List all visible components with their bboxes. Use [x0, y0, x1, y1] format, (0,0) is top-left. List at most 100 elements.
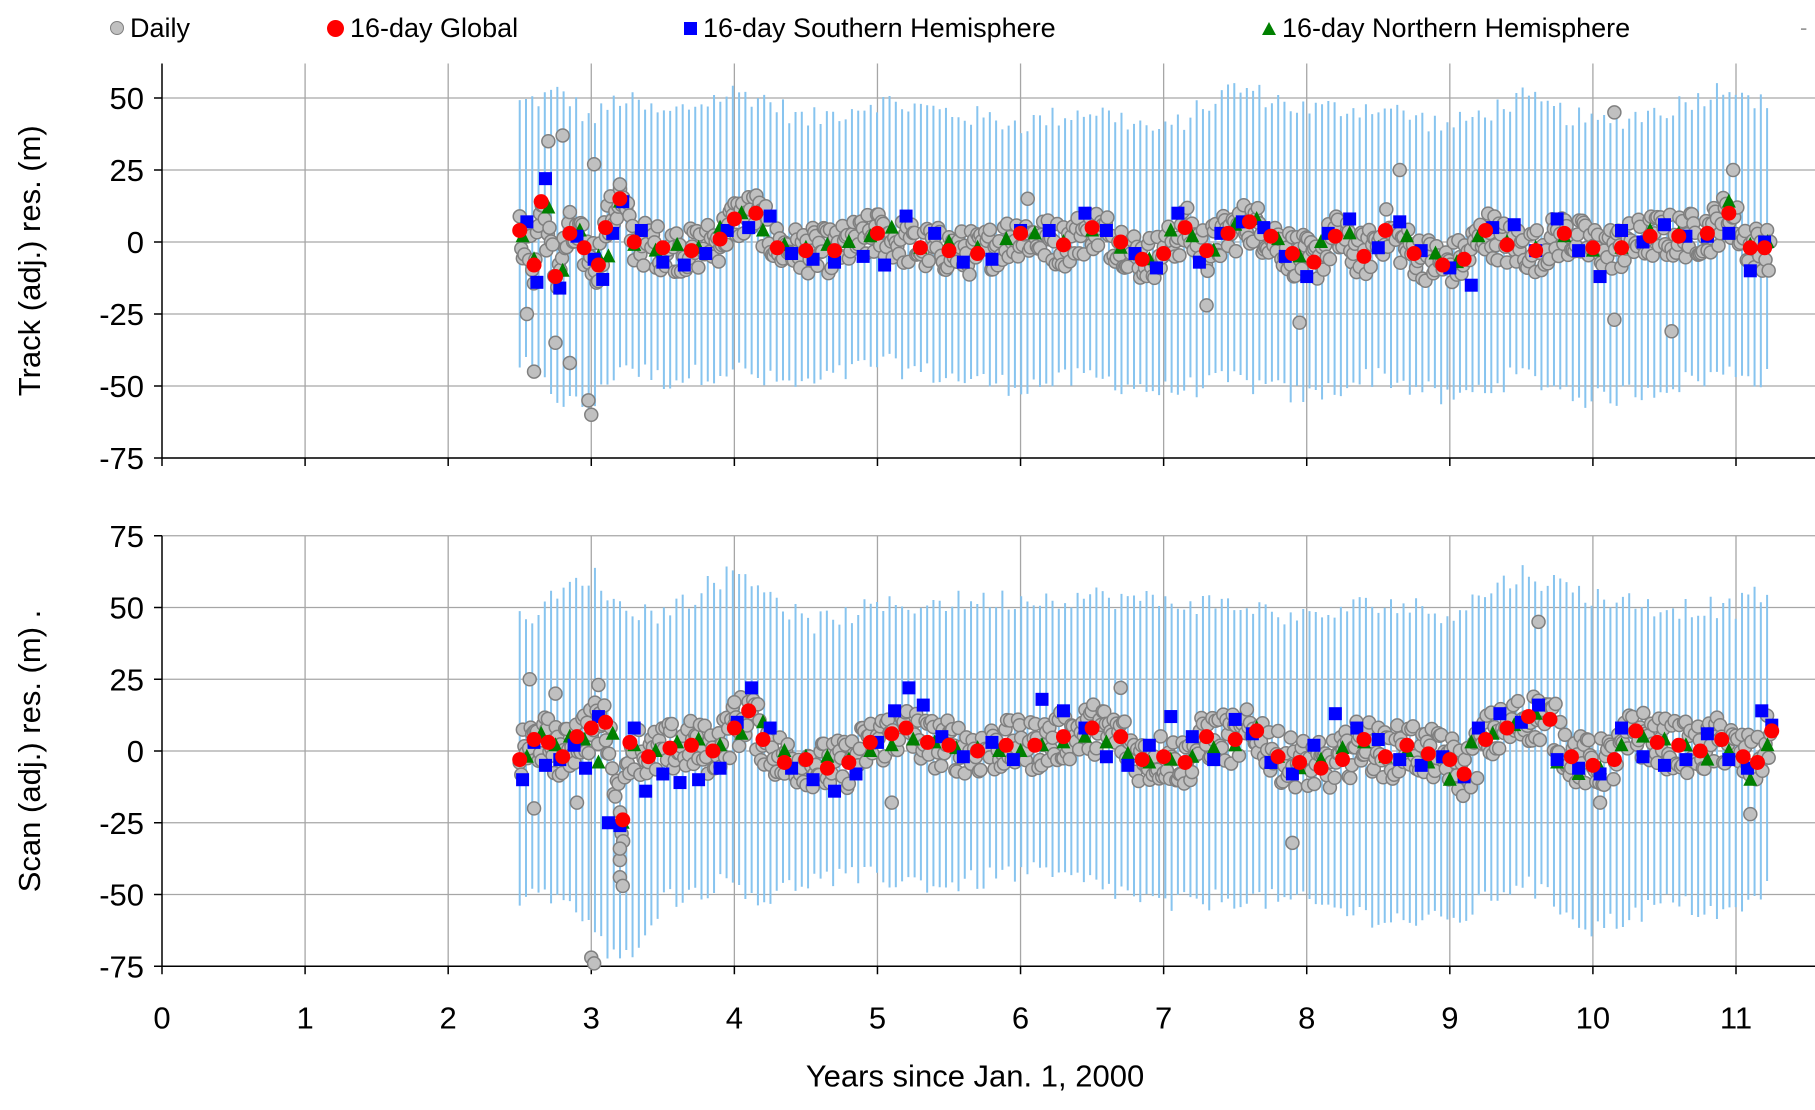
- global-point: [598, 714, 614, 730]
- global-point: [1084, 220, 1100, 236]
- southern-point: [1056, 704, 1070, 718]
- daily-point-outlier: [1531, 614, 1546, 630]
- global-point: [741, 703, 757, 719]
- daily-point: [1250, 200, 1266, 216]
- global-point: [884, 726, 900, 742]
- daily-point-outlier: [1392, 162, 1407, 178]
- y-tick-label: 50: [110, 591, 144, 626]
- legend-item-daily: Daily: [110, 8, 190, 48]
- global-point: [1614, 240, 1630, 256]
- global-point: [533, 194, 549, 210]
- northern-point: [1099, 734, 1114, 749]
- southern-point: [1550, 753, 1564, 767]
- northern-point: [999, 231, 1014, 246]
- southern-point: [828, 255, 842, 269]
- daily-point-outlier: [1743, 806, 1758, 822]
- southern-point: [1755, 704, 1769, 718]
- southern-point: [677, 258, 691, 272]
- global-point: [622, 734, 638, 750]
- y-tick-label: 25: [110, 662, 144, 697]
- daily-point: [562, 204, 578, 220]
- global-point: [726, 211, 742, 227]
- panel-scan: 75 50 25 0 -25 -50 -75 Scan (adj.) res. (m) .: [12, 519, 1815, 984]
- global-point: [1563, 749, 1579, 765]
- daily-point-outlier: [555, 128, 570, 143]
- x-tick-label: 2: [440, 1000, 457, 1035]
- x-tick-label: 7: [1155, 1000, 1172, 1035]
- daily-point-outlier: [612, 841, 628, 856]
- global-point: [1156, 246, 1172, 262]
- blue-square-icon: [684, 21, 697, 35]
- southern-point: [1006, 753, 1020, 767]
- daily-point: [1469, 770, 1485, 786]
- daily-point-outlier: [727, 694, 742, 710]
- global-point: [1542, 711, 1558, 727]
- northern-point: [605, 725, 620, 740]
- y-tick-label: -50: [99, 878, 144, 913]
- southern-point: [888, 704, 902, 718]
- legend-label-global: 16-day Global: [350, 12, 519, 43]
- northern-point: [906, 731, 921, 746]
- global-point: [798, 243, 814, 259]
- daily-point: [722, 750, 737, 766]
- global-point: [1435, 257, 1451, 273]
- global-point: [540, 734, 556, 750]
- global-point: [1055, 237, 1071, 253]
- northern-point: [1120, 745, 1135, 760]
- southern-point: [1307, 738, 1321, 752]
- daily-point-outlier: [884, 795, 900, 810]
- daily-point-outlier: [612, 177, 628, 192]
- daily-point-outlier: [562, 355, 578, 371]
- southern-point: [878, 258, 892, 272]
- legend-label-northern: 16-day Northern Hemisphere: [1282, 12, 1631, 43]
- southern-point: [1414, 758, 1428, 772]
- daily-point: [1679, 765, 1695, 781]
- global-point: [1742, 240, 1758, 256]
- global-point: [1456, 766, 1472, 782]
- southern-point: [916, 698, 930, 712]
- daily-point-outlier: [1285, 835, 1300, 851]
- daily-point-outlier: [548, 686, 563, 701]
- southern-point: [1722, 753, 1736, 767]
- daily-point: [1529, 223, 1544, 238]
- x-tick-label: 5: [869, 1000, 886, 1035]
- global-point: [1335, 752, 1350, 768]
- southern-point: [627, 721, 641, 735]
- southern-point: [742, 221, 756, 235]
- northern-point: [1614, 737, 1629, 752]
- global-point: [1156, 749, 1172, 765]
- global-point: [1420, 746, 1436, 762]
- southern-point: [713, 761, 727, 775]
- global-point: [1528, 243, 1544, 259]
- daily-point: [1100, 210, 1115, 225]
- global-point: [1356, 732, 1372, 748]
- global-point: [683, 243, 699, 259]
- y-axis-label: Scan (adj.) res. (m) .: [12, 610, 47, 893]
- southern-point: [1679, 753, 1693, 767]
- global-point: [1478, 222, 1494, 238]
- global-point: [655, 240, 671, 256]
- global-point: [615, 812, 631, 828]
- global-point: [1585, 240, 1601, 256]
- global-point: [683, 737, 699, 753]
- legend-label-daily: Daily: [130, 12, 191, 43]
- daily-point: [1457, 752, 1472, 767]
- legend-item-global: 16-day Global: [327, 8, 518, 48]
- global-point: [726, 720, 742, 736]
- global-point: [1585, 757, 1601, 773]
- global-point: [555, 749, 571, 765]
- northern-point: [1442, 771, 1457, 786]
- global-point: [748, 205, 764, 221]
- northern-point: [1471, 228, 1486, 243]
- southern-point: [785, 247, 799, 261]
- global-point: [998, 737, 1014, 753]
- daily-point-outlier: [1607, 105, 1622, 120]
- global-point: [569, 729, 585, 745]
- global-point: [1628, 723, 1644, 739]
- global-point: [1270, 749, 1286, 765]
- global-point: [1649, 734, 1665, 750]
- daily-point-outlier: [1592, 795, 1608, 810]
- global-point: [1292, 754, 1308, 770]
- northern-point: [591, 754, 606, 769]
- southern-point: [673, 776, 687, 790]
